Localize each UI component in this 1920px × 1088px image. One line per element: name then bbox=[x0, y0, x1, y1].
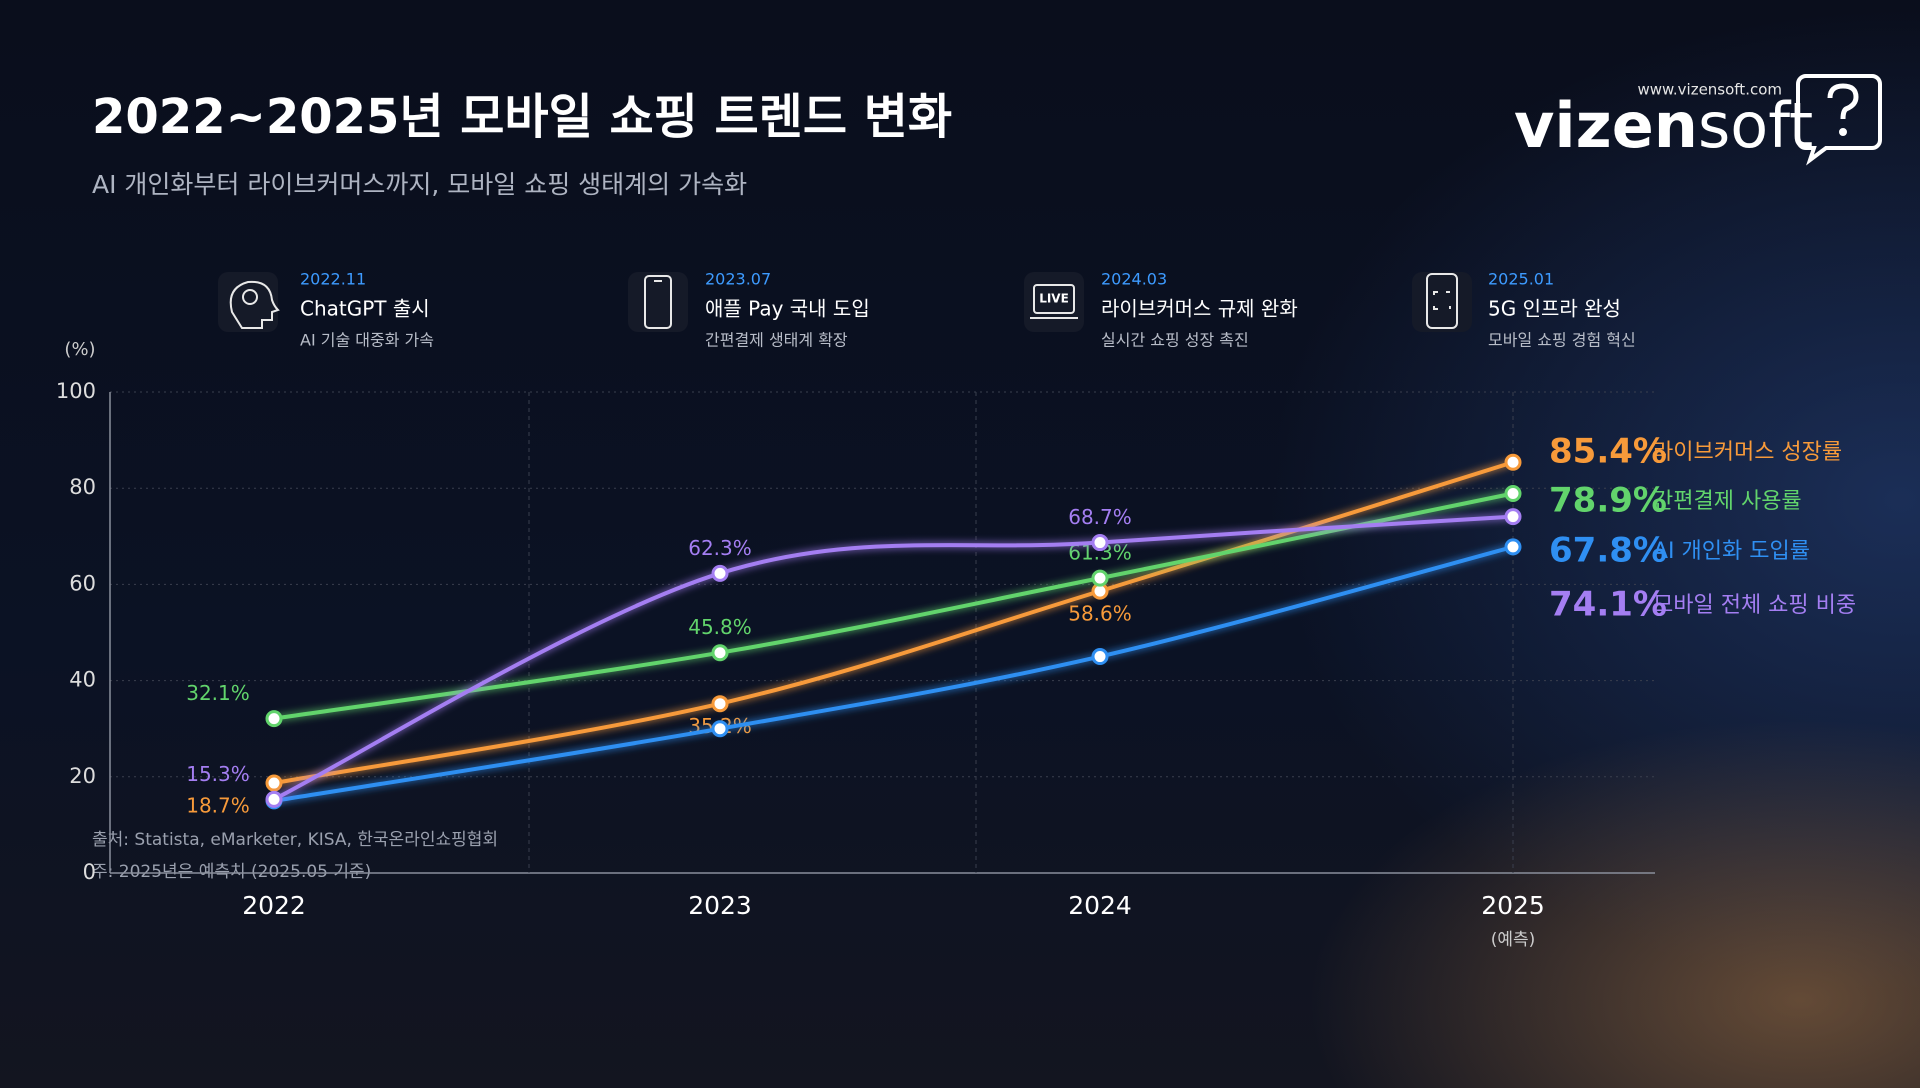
logo-bold: vizen bbox=[1514, 89, 1698, 162]
point bbox=[265, 710, 283, 728]
logo: vizensoft bbox=[1514, 89, 1813, 162]
line bbox=[273, 514, 1514, 802]
event-date: 2024.03 bbox=[1101, 270, 1167, 289]
event-desc: 모바일 쇼핑 경험 혁신 bbox=[1488, 331, 1636, 350]
event-date: 2025.01 bbox=[1488, 270, 1554, 289]
event-desc: AI 기술 대중화 가속 bbox=[300, 331, 434, 350]
icon-5g-phone bbox=[1412, 272, 1472, 332]
note: 주: 2025년은 예측치 (2025.05 기준) bbox=[92, 862, 371, 882]
line bbox=[273, 460, 1514, 786]
point bbox=[1504, 453, 1522, 471]
x-tick-label: 2024 bbox=[1068, 891, 1132, 920]
logo-icon bbox=[1796, 74, 1882, 166]
end-value-label: 78.9% bbox=[1549, 481, 1667, 521]
event-title: 라이브커머스 규제 완화 bbox=[1101, 297, 1298, 321]
point bbox=[265, 774, 283, 792]
value-label: 15.3% bbox=[186, 762, 250, 786]
legend-label: 라이브커머스 성장률 bbox=[1653, 440, 1842, 465]
point bbox=[711, 644, 729, 662]
legend-label: AI 개인화 도입률 bbox=[1653, 539, 1810, 564]
value-label: 68.7% bbox=[1068, 505, 1132, 529]
y-tick-label: 100 bbox=[56, 379, 96, 403]
value-label: 58.6% bbox=[1068, 602, 1132, 626]
event-title: ChatGPT 출시 bbox=[300, 297, 430, 321]
subtitle: AI 개인화부터 라이브커머스까지, 모바일 쇼핑 생태계의 가속화 bbox=[92, 170, 747, 199]
point bbox=[1504, 538, 1522, 556]
end-value-label: 67.8% bbox=[1549, 531, 1667, 571]
title: 2022~2025년 모바일 쇼핑 트렌드 변화 bbox=[92, 89, 952, 145]
point bbox=[1504, 484, 1522, 502]
point bbox=[265, 790, 283, 808]
event-title: 애플 Pay 국내 도입 bbox=[705, 297, 870, 321]
end-value-label: 74.1% bbox=[1549, 585, 1667, 625]
y-tick-label: 0 bbox=[83, 860, 96, 884]
y-tick-label: 40 bbox=[69, 668, 96, 692]
point bbox=[1504, 508, 1522, 526]
logo-light: soft bbox=[1698, 89, 1813, 162]
end-value-label: 85.4% bbox=[1549, 432, 1667, 472]
y-axis-label: (%) bbox=[64, 339, 95, 360]
event-desc: 실시간 쇼핑 성장 촉진 bbox=[1101, 331, 1249, 350]
event-date: 2022.11 bbox=[300, 270, 366, 289]
point bbox=[711, 695, 729, 713]
logo-url: www.vizensoft.com bbox=[1637, 81, 1782, 99]
value-label: 45.8% bbox=[688, 615, 752, 639]
source: 출처: Statista, eMarketer, KISA, 한국온라인쇼핑협회 bbox=[92, 830, 498, 850]
point bbox=[1091, 648, 1109, 666]
x-tick-label: 2023 bbox=[688, 891, 752, 920]
forecast-note: (예측) bbox=[1491, 930, 1536, 950]
y-tick-label: 60 bbox=[69, 571, 96, 595]
icon-brain bbox=[218, 272, 280, 332]
x-tick-label: 2022 bbox=[242, 891, 306, 920]
point bbox=[711, 720, 729, 738]
point bbox=[711, 564, 729, 582]
x-tick-label: 2025 bbox=[1481, 891, 1545, 920]
event-title: 5G 인프라 완성 bbox=[1488, 297, 1621, 321]
event-date: 2023.07 bbox=[705, 270, 771, 289]
icon-live: LIVE bbox=[1024, 272, 1084, 332]
value-label: 18.7% bbox=[186, 794, 250, 818]
point bbox=[1091, 534, 1109, 552]
value-label: 32.1% bbox=[186, 681, 250, 705]
line bbox=[273, 544, 1514, 803]
svg-text:LIVE: LIVE bbox=[1039, 292, 1069, 306]
value-label: 62.3% bbox=[688, 536, 752, 560]
y-tick-label: 80 bbox=[69, 475, 96, 499]
event-desc: 간편결제 생태계 확장 bbox=[705, 331, 848, 350]
icon-phone bbox=[628, 272, 688, 332]
point bbox=[1091, 569, 1109, 587]
y-tick-label: 20 bbox=[69, 764, 96, 788]
line bbox=[273, 491, 1514, 721]
legend-label: 간편결제 사용률 bbox=[1653, 489, 1802, 514]
legend-label: 모바일 전체 쇼핑 비중 bbox=[1653, 593, 1856, 618]
